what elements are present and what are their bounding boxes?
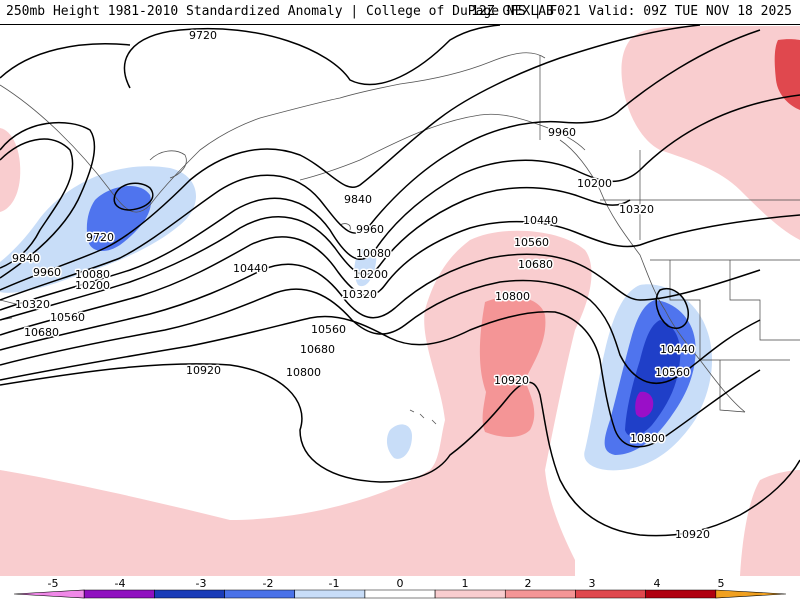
colorbar-swatch bbox=[575, 589, 646, 599]
colorbar-tick: -4 bbox=[115, 577, 126, 590]
contour-label: 9840 bbox=[12, 252, 40, 265]
colorbar-swatch bbox=[715, 589, 787, 599]
positive-anomaly-areas bbox=[0, 26, 800, 576]
colorbar-ticks: -5 -4 -3 -2 -1 0 1 2 3 4 5 bbox=[48, 577, 725, 590]
colorbar-tick: 2 bbox=[525, 577, 532, 590]
contour-label: 10920 bbox=[186, 364, 221, 377]
contour-label: 10920 bbox=[494, 374, 529, 387]
colorbar-tick: -2 bbox=[263, 577, 274, 590]
colorbar-swatch bbox=[294, 589, 366, 599]
colorbar-tick: 3 bbox=[589, 577, 596, 590]
colorbar-tick: -5 bbox=[48, 577, 59, 590]
contour-label: 9960 bbox=[548, 126, 576, 139]
colorbar-swatch bbox=[13, 589, 85, 599]
contour-label: 10800 bbox=[286, 366, 321, 379]
contour-label: 10680 bbox=[518, 258, 553, 271]
contour-label: 10560 bbox=[50, 311, 85, 324]
contour-label: 9840 bbox=[344, 193, 372, 206]
colorbar-swatch bbox=[364, 589, 436, 599]
contour-label: 10920 bbox=[675, 528, 710, 541]
height-contours bbox=[0, 25, 800, 537]
contour-label: 10320 bbox=[619, 203, 654, 216]
anomaly-colorbar: -5 -4 -3 -2 -1 0 1 2 3 4 5 bbox=[0, 576, 800, 600]
contour-label: 9720 bbox=[189, 29, 217, 42]
contour-labels: 9720 9960 9840 9720 9960 10080 10200 103… bbox=[11, 28, 712, 543]
contour-label: 9960 bbox=[33, 266, 61, 279]
contour-label: 10680 bbox=[24, 326, 59, 339]
map-header: 250mb Height 1981-2010 Standardized Anom… bbox=[0, 0, 800, 25]
colorbar-swatch bbox=[645, 589, 717, 599]
colorbar-tick: 5 bbox=[718, 577, 725, 590]
colorbar-swatch bbox=[434, 589, 506, 599]
colorbar-tick: -1 bbox=[329, 577, 340, 590]
contour-label: 9960 bbox=[356, 223, 384, 236]
contour-label: 10680 bbox=[300, 343, 335, 356]
colorbar-swatch bbox=[224, 589, 296, 599]
contour-label: 10200 bbox=[577, 177, 612, 190]
contour-label: 10320 bbox=[342, 288, 377, 301]
contour-label: 10800 bbox=[495, 290, 530, 303]
colorbar-tick: 0 bbox=[397, 577, 404, 590]
negative-anomaly-areas bbox=[0, 166, 713, 471]
map-canvas: 9720 9960 9840 9720 9960 10080 10200 103… bbox=[0, 25, 800, 576]
colorbar-tick: 1 bbox=[462, 577, 469, 590]
colorbar-canvas: -5 -4 -3 -2 -1 0 1 2 3 4 5 bbox=[13, 577, 787, 599]
contour-label: 10320 bbox=[15, 298, 50, 311]
contour-label: 10080 bbox=[356, 247, 391, 260]
colorbar-swatch bbox=[154, 589, 225, 599]
contour-label: 10800 bbox=[630, 432, 665, 445]
contour-label: 10440 bbox=[523, 214, 558, 227]
colorbar-swatch bbox=[504, 589, 576, 599]
colorbar-tick: 4 bbox=[654, 577, 661, 590]
contour-label: 10560 bbox=[655, 366, 690, 379]
contour-label: 10440 bbox=[660, 343, 695, 356]
weather-map[interactable]: 9720 9960 9840 9720 9960 10080 10200 103… bbox=[0, 25, 800, 576]
contour-label: 10200 bbox=[353, 268, 388, 281]
contour-label: 9720 bbox=[86, 231, 114, 244]
contour-label: 10560 bbox=[514, 236, 549, 249]
colorbar-swatch bbox=[83, 589, 155, 599]
contour-label: 10080 bbox=[75, 268, 110, 281]
contour-label: 10440 bbox=[233, 262, 268, 275]
colorbar-swatches bbox=[13, 589, 787, 599]
map-title: 250mb Height 1981-2010 Standardized Anom… bbox=[6, 4, 554, 19]
coastlines bbox=[0, 52, 746, 425]
contour-label: 10560 bbox=[311, 323, 346, 336]
colorbar-tick: -3 bbox=[196, 577, 207, 590]
model-run-info: 12Z GFS | F021 Valid: 09Z TUE NOV 18 202… bbox=[471, 4, 792, 19]
contour-label: 10200 bbox=[75, 279, 110, 292]
